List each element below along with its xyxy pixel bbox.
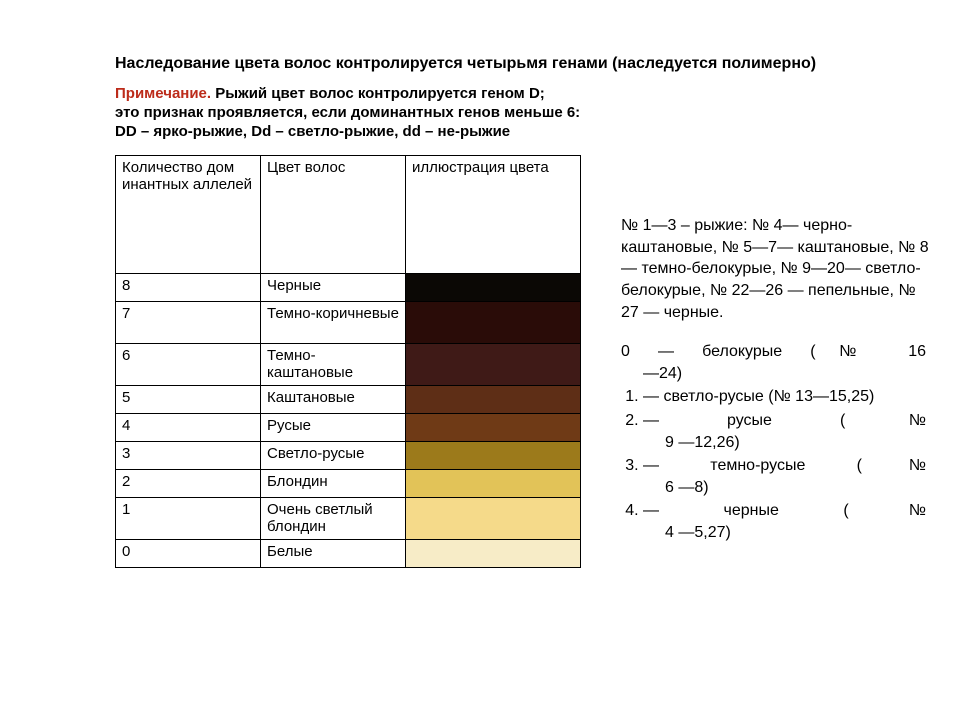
note-line-3: DD – ярко-рыжие, Dd – светло-рыжие, dd –… [115, 123, 510, 140]
cell-color-name: Черные [261, 274, 406, 302]
cell-color-swatch [406, 302, 581, 344]
side-paragraph: № 1—3 – рыжие: № 4— черно-каштановые, № … [621, 215, 930, 323]
hair-color-table: Количество дом инантных аллелей Цвет вол… [115, 155, 581, 568]
cell-color-swatch [406, 386, 581, 414]
list-item: — светло-русые (№ 13—15,25) [643, 386, 930, 408]
list-item-cont: 6 —8) [643, 477, 930, 499]
list-item: — черные (№ [643, 500, 930, 522]
cell-color-swatch [406, 414, 581, 442]
cell-color-name: Темно-коричневые [261, 302, 406, 344]
cell-color-name: Русые [261, 414, 406, 442]
content-row: Количество дом инантных аллелей Цвет вол… [115, 155, 930, 568]
note-label: Примечание. [115, 85, 211, 102]
col-header-color: Цвет волос [261, 156, 406, 274]
cell-alleles: 7 [116, 302, 261, 344]
ordered-list: — светло-русые (№ 13—15,25)— русые (№9 —… [621, 386, 930, 543]
cell-color-name: Белые [261, 540, 406, 568]
table-row: 4Русые [116, 414, 581, 442]
table-row: 8Черные [116, 274, 581, 302]
page: Наследование цвета волос контролируется … [0, 0, 960, 720]
list-item: — темно-русые (№ [643, 455, 930, 477]
cell-color-swatch [406, 470, 581, 498]
cell-color-swatch [406, 274, 581, 302]
table-row: 1Очень светлый блондин [116, 498, 581, 540]
list-item-cont: 9 —12,26) [643, 432, 930, 454]
cell-color-name: Блондин [261, 470, 406, 498]
table-row: 6Темно-каштановые [116, 344, 581, 386]
table-row: 3Светло-русые [116, 442, 581, 470]
side-text: № 1—3 – рыжие: № 4— черно-каштановые, № … [621, 155, 930, 545]
cell-alleles: 4 [116, 414, 261, 442]
note-line-1: Рыжий цвет волос контролируется геном D; [211, 85, 545, 102]
cell-alleles: 5 [116, 386, 261, 414]
note-block: Примечание. Рыжий цвет волос контролируе… [115, 85, 930, 141]
cell-alleles: 8 [116, 274, 261, 302]
cell-color-swatch [406, 540, 581, 568]
list-item-cont: 4 —5,27) [643, 522, 930, 544]
cell-color-name: Светло-русые [261, 442, 406, 470]
list-item-zero-cont: —24) [621, 363, 930, 385]
page-title: Наследование цвета волос контролируется … [115, 55, 930, 73]
list-item-zero: 0 — белокурые (№ 16 [621, 341, 930, 363]
col-header-swatch: иллюстрация цвета [406, 156, 581, 274]
side-list: 0 — белокурые (№ 16—24)— светло-русые (№… [621, 341, 930, 543]
cell-color-name: Каштановые [261, 386, 406, 414]
note-line-2: это признак проявляется, если доминантны… [115, 104, 580, 121]
cell-color-swatch [406, 498, 581, 540]
cell-alleles: 3 [116, 442, 261, 470]
col-header-alleles: Количество дом инантных аллелей [116, 156, 261, 274]
cell-alleles: 2 [116, 470, 261, 498]
table-row: 7Темно-коричневые [116, 302, 581, 344]
cell-alleles: 0 [116, 540, 261, 568]
cell-alleles: 6 [116, 344, 261, 386]
table-header-row: Количество дом инантных аллелей Цвет вол… [116, 156, 581, 274]
table-row: 5Каштановые [116, 386, 581, 414]
cell-color-name: Темно-каштановые [261, 344, 406, 386]
list-item: — русые (№ [643, 410, 930, 432]
cell-alleles: 1 [116, 498, 261, 540]
table-row: 2Блондин [116, 470, 581, 498]
cell-color-swatch [406, 442, 581, 470]
table-row: 0Белые [116, 540, 581, 568]
cell-color-name: Очень светлый блондин [261, 498, 406, 540]
cell-color-swatch [406, 344, 581, 386]
